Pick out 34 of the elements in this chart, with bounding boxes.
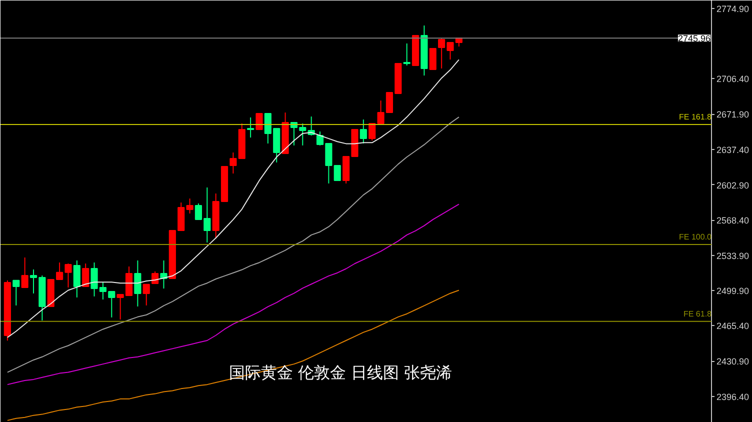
y-tick-label: 2396.40 (716, 392, 750, 402)
ref-line-label: 2745.96 (678, 34, 711, 44)
line-series (6, 290, 460, 421)
candlestick (403, 42, 410, 66)
candlestick (360, 119, 367, 144)
candlestick (429, 48, 436, 70)
candlestick (142, 284, 150, 306)
candlestick (73, 260, 80, 298)
candlestick (108, 291, 116, 318)
line-series (6, 59, 460, 338)
y-tick-label: 2499.90 (716, 286, 750, 296)
y-tick-label: 2533.90 (716, 251, 750, 262)
candlestick (334, 165, 341, 181)
ref-line-label: FE 61.8 (683, 309, 712, 318)
y-tick-label: 2465.40 (716, 321, 750, 332)
y-tick-label: 2430.90 (716, 356, 750, 367)
ref-line-label: FE 161.8 (679, 112, 712, 122)
candlestick (134, 260, 142, 307)
candlestick (299, 123, 306, 146)
y-tick-label: 2706.40 (716, 74, 750, 84)
candlestick (30, 268, 38, 294)
line-series (6, 204, 460, 386)
y-tick-label: 2568.40 (716, 216, 750, 226)
candlestick (247, 116, 254, 138)
candlestick (256, 112, 263, 130)
candlestick (152, 270, 159, 284)
candlestick (12, 280, 20, 306)
candlestick (230, 152, 237, 174)
y-tick-label: 2671.90 (716, 110, 750, 120)
y-tick-label: 2637.40 (716, 144, 750, 155)
y-tick-label: 2774.90 (716, 4, 750, 14)
candlestick (21, 256, 28, 288)
y-tick-label: 2602.90 (716, 180, 750, 190)
candlestick (82, 263, 90, 287)
